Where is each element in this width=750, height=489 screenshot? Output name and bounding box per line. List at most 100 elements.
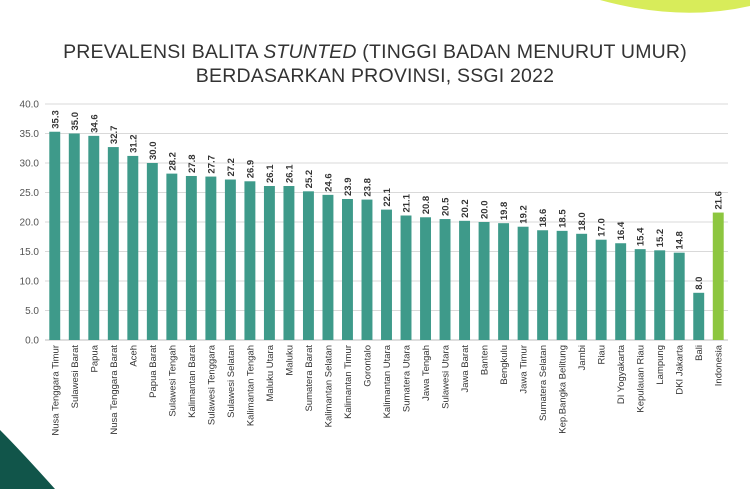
x-axis-labels: Nusa Tenggara Timur Sulawesi Barat Papua Nu… xyxy=(50,344,724,435)
value-labels: 35.3 35.0 34.6 32.7 31.2 30.0 28.2 27.8 27.7 27.2… xyxy=(50,110,724,290)
value-label: 26.9 xyxy=(245,160,256,179)
x-tick-label: Jambi xyxy=(577,345,588,370)
bar xyxy=(302,191,314,340)
value-label: 34.6 xyxy=(89,114,100,133)
value-label: 16.4 xyxy=(616,221,627,240)
x-tick-label: Lampung xyxy=(655,345,666,385)
bar xyxy=(459,220,471,340)
bar xyxy=(439,219,451,340)
x-tick-label: Kalimantan Barat xyxy=(187,345,198,418)
y-tick-label: 25.0 xyxy=(20,188,40,199)
value-label: 30.0 xyxy=(148,142,159,161)
value-label: 27.8 xyxy=(187,154,198,173)
x-tick-label: Nusa Tenggara Barat xyxy=(109,345,120,435)
x-tick-label: Sulawesi Barat xyxy=(70,345,81,409)
value-label: 14.8 xyxy=(675,231,686,250)
value-label: 20.5 xyxy=(441,197,452,216)
value-label: 23.8 xyxy=(362,178,373,197)
bar xyxy=(595,239,607,340)
bar xyxy=(556,230,568,340)
x-tick-label: Kalimantan Selatan xyxy=(323,345,334,427)
value-label: 18.6 xyxy=(538,209,549,228)
bar xyxy=(498,223,510,340)
value-label: 19.8 xyxy=(499,202,510,221)
bar xyxy=(146,163,158,340)
bar xyxy=(478,222,490,340)
value-label: 17.0 xyxy=(597,218,608,237)
bar xyxy=(634,249,646,340)
value-label: 26.1 xyxy=(284,164,295,183)
bar xyxy=(576,233,588,340)
value-label: 18.5 xyxy=(558,209,569,228)
y-tick-label: 20.0 xyxy=(20,218,40,229)
value-label: 21.6 xyxy=(714,191,725,210)
bar xyxy=(537,230,549,340)
bar xyxy=(381,209,392,340)
y-tick-label: 30.0 xyxy=(20,159,40,170)
bar xyxy=(263,186,275,340)
value-label: 32.7 xyxy=(109,126,120,145)
bar xyxy=(654,250,666,340)
x-tick-label: Bali xyxy=(694,345,705,361)
x-tick-label: Sulawesi Tengah xyxy=(167,345,178,417)
y-tick-label: 10.0 xyxy=(20,277,40,288)
bar xyxy=(322,194,334,340)
x-tick-label: Aceh xyxy=(128,345,139,367)
x-tick-label: Nusa Tenggara Timur xyxy=(50,345,61,436)
bar xyxy=(400,215,412,340)
x-tick-label: Kalimantan Timur xyxy=(343,345,354,419)
value-label: 19.2 xyxy=(519,205,530,224)
x-tick-label: Bengkulu xyxy=(499,345,510,385)
bar xyxy=(127,155,139,340)
bar xyxy=(342,198,353,340)
x-tick-label: Kep.Bangka Belitung xyxy=(558,345,569,434)
title-text-italic: STUNTED xyxy=(263,41,357,63)
value-label: 18.0 xyxy=(577,212,588,231)
y-tick-label: 40.0 xyxy=(20,100,40,111)
value-label: 15.2 xyxy=(655,229,666,248)
title-text-end: (TINGGI BADAN MENURUT UMUR) xyxy=(356,41,687,63)
x-tick-label: Maluku xyxy=(284,345,295,376)
x-tick-label: Sulawesi Selatan xyxy=(226,345,237,418)
x-tick-label: Jawa Tengah xyxy=(421,345,432,401)
y-axis: 0.0 5.0 10.0 15.0 20.0 25.0 30.0 35.0 40.0 xyxy=(20,100,40,347)
bar xyxy=(361,199,373,340)
value-label: 23.9 xyxy=(343,177,354,196)
x-tick-label: Sulawesi Utara xyxy=(441,344,452,409)
x-tick-label: Banten xyxy=(480,345,491,375)
x-tick-label: Kalimantan Utara xyxy=(382,344,393,418)
y-tick-label: 15.0 xyxy=(20,247,40,258)
bar xyxy=(283,186,295,340)
chart-title: PREVALENSI BALITA STUNTED (TINGGI BADAN … xyxy=(0,40,750,88)
bars xyxy=(49,131,724,340)
bar xyxy=(68,133,80,340)
bar xyxy=(185,175,197,340)
bar xyxy=(224,179,236,340)
x-tick-label: Riau xyxy=(597,345,608,365)
bar xyxy=(420,217,431,340)
x-tick-label: Jawa Barat xyxy=(460,345,471,393)
y-tick-label: 5.0 xyxy=(25,306,39,317)
bar xyxy=(205,176,217,340)
bar xyxy=(712,212,724,340)
value-label: 22.1 xyxy=(382,187,393,206)
value-label: 27.2 xyxy=(226,158,237,177)
bar xyxy=(517,226,529,340)
value-label: 35.3 xyxy=(50,110,61,129)
y-tick-label: 35.0 xyxy=(20,129,40,140)
value-label: 27.7 xyxy=(206,155,217,174)
bar xyxy=(673,252,685,340)
value-label: 21.1 xyxy=(402,193,413,212)
chart-title-line-2: BERDASARKAN PROVINSI, SSGI 2022 xyxy=(195,65,555,87)
top-right-swoosh xyxy=(600,0,750,13)
title-text-start: PREVALENSI BALITA xyxy=(63,41,264,63)
x-tick-label: Gorontalo xyxy=(362,345,373,387)
x-tick-label: Papua Barat xyxy=(148,345,159,398)
bar xyxy=(693,292,705,340)
x-tick-label: Jawa Timur xyxy=(519,345,530,394)
value-label: 20.2 xyxy=(460,199,471,218)
bar xyxy=(615,243,627,340)
value-label: 15.4 xyxy=(636,227,647,246)
bar xyxy=(107,147,119,340)
